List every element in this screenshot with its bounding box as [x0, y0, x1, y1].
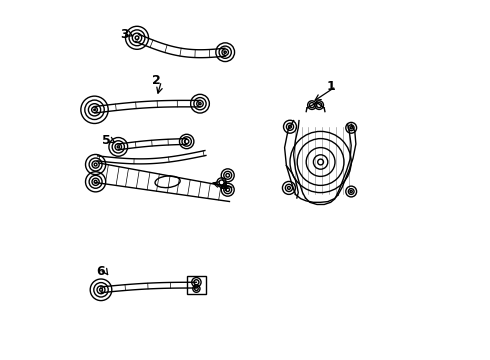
Text: 6: 6 [97, 265, 105, 278]
Text: 5: 5 [102, 134, 111, 147]
Text: 2: 2 [152, 75, 161, 87]
Text: 1: 1 [327, 80, 336, 93]
Text: 4: 4 [219, 181, 228, 194]
Text: 3: 3 [120, 28, 129, 41]
